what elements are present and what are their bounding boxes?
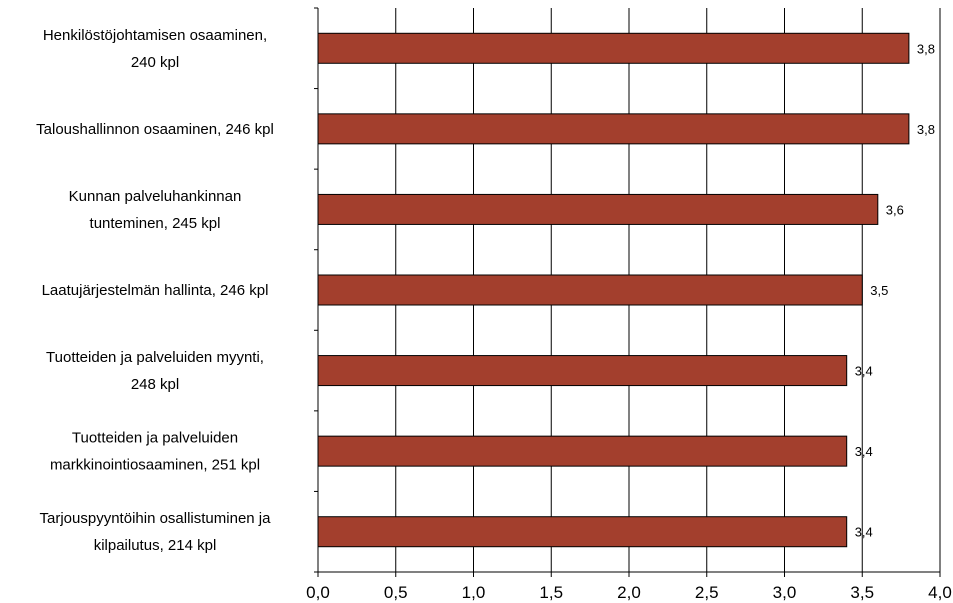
labels: 0,0 0,5 1,0 1,5 2,0 2,5 3,0 3,5 4,0 3,8 Henkilöstö… [36,27,952,602]
x-tick-label: 2,0 [617,583,641,602]
data-label: 3,4 [855,444,873,459]
data-label: 3,8 [917,122,935,137]
x-tick-label: 3,5 [850,583,874,602]
category-label: Laatujärjestelmän hallinta, 246 kpl [42,282,269,299]
data-label: 3,4 [855,525,873,540]
bar [317,113,910,145]
x-tick-label: 0,5 [384,583,408,602]
x-tick-label: 1,5 [539,583,563,602]
x-tick-label: 4,0 [928,583,952,602]
category-label: Tuotteiden ja palveluiden myynti, 248 kpl [46,349,264,393]
x-tick-label: 0,0 [306,583,330,602]
bar [317,274,863,306]
x-tick-label: 1,0 [462,583,486,602]
x-tick-label: 2,5 [695,583,719,602]
category-label: Tuotteiden ja palveluiden markkinointiosa… [50,430,260,474]
data-label: 3,8 [917,41,935,56]
axes [314,7,941,577]
category-label: Taloushallinnon osaaminen, 246 kpl [36,121,274,138]
bar [317,32,910,64]
data-label: 3,6 [886,202,904,217]
bar [317,193,879,225]
category-label: Henkilöstöjohtamisen osaaminen, 240 kpl [43,27,267,71]
category-label: Tarjouspyyntöihin osallistuminen ja kilpa… [40,510,272,554]
data-label: 3,4 [855,364,873,379]
bar [317,516,848,548]
bar [317,435,848,467]
bars [317,32,910,548]
data-label: 3,5 [870,283,888,298]
category-label: Kunnan palveluhankinnan tunteminen, 245 k… [69,188,242,232]
bar [317,355,848,387]
x-tick-label: 3,0 [773,583,797,602]
